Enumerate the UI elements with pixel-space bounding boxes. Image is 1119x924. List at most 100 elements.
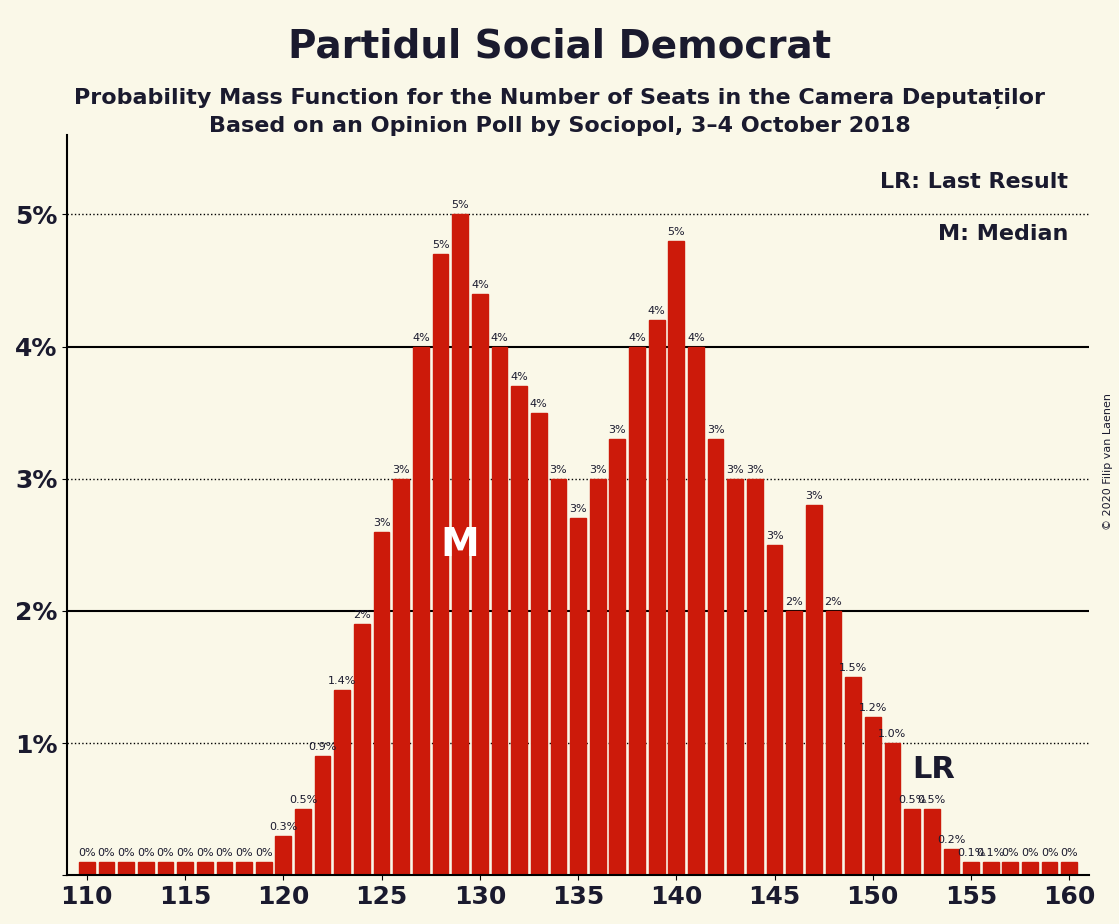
Text: 2%: 2% xyxy=(354,610,370,620)
Text: 0%: 0% xyxy=(255,848,273,858)
Text: 5%: 5% xyxy=(432,240,450,250)
Text: 0.9%: 0.9% xyxy=(309,742,337,752)
Bar xyxy=(924,809,940,875)
Text: 3%: 3% xyxy=(765,531,783,541)
Text: 3%: 3% xyxy=(726,465,744,475)
Bar xyxy=(256,862,272,875)
Text: 3%: 3% xyxy=(609,425,627,435)
Text: 0%: 0% xyxy=(1002,848,1019,858)
Bar xyxy=(217,862,233,875)
Bar xyxy=(943,849,959,875)
Text: 0%: 0% xyxy=(117,848,135,858)
Bar xyxy=(197,862,213,875)
Bar xyxy=(177,862,192,875)
Text: 4%: 4% xyxy=(687,333,705,343)
Bar xyxy=(865,717,881,875)
Bar xyxy=(236,862,252,875)
Bar xyxy=(629,346,645,875)
Bar xyxy=(1062,862,1078,875)
Text: Partidul Social Democrat: Partidul Social Democrat xyxy=(288,28,831,66)
Bar xyxy=(413,346,429,875)
Text: 4%: 4% xyxy=(648,306,666,316)
Bar xyxy=(374,531,389,875)
Bar xyxy=(590,479,605,875)
Bar xyxy=(472,294,488,875)
Bar xyxy=(826,611,841,875)
Bar xyxy=(394,479,410,875)
Bar xyxy=(138,862,153,875)
Text: 0%: 0% xyxy=(177,848,194,858)
Text: 3%: 3% xyxy=(570,505,586,515)
Bar xyxy=(433,254,449,875)
Text: 0.5%: 0.5% xyxy=(289,796,317,805)
Bar xyxy=(295,809,311,875)
Text: 3%: 3% xyxy=(805,492,822,501)
Text: 4%: 4% xyxy=(530,399,547,408)
Text: 0%: 0% xyxy=(157,848,175,858)
Bar xyxy=(571,518,586,875)
Bar xyxy=(1022,862,1037,875)
Text: © 2020 Filip van Laenen: © 2020 Filip van Laenen xyxy=(1103,394,1113,530)
Text: 0%: 0% xyxy=(235,848,253,858)
Text: 3%: 3% xyxy=(373,517,391,528)
Text: 0%: 0% xyxy=(216,848,233,858)
Bar xyxy=(1042,862,1057,875)
Bar xyxy=(727,479,743,875)
Bar xyxy=(79,862,95,875)
Text: 1.0%: 1.0% xyxy=(878,729,906,739)
Text: 0%: 0% xyxy=(196,848,214,858)
Text: 3%: 3% xyxy=(393,465,410,475)
Text: 1.2%: 1.2% xyxy=(858,703,887,712)
Text: Based on an Opinion Poll by Sociopol, 3–4 October 2018: Based on an Opinion Poll by Sociopol, 3–… xyxy=(208,116,911,136)
Text: 0.5%: 0.5% xyxy=(897,796,927,805)
Text: 0%: 0% xyxy=(78,848,96,858)
Bar xyxy=(747,479,763,875)
Text: 0%: 0% xyxy=(1022,848,1038,858)
Bar xyxy=(511,386,527,875)
Text: 4%: 4% xyxy=(490,333,508,343)
Text: 4%: 4% xyxy=(628,333,646,343)
Bar xyxy=(806,505,821,875)
Text: 4%: 4% xyxy=(471,280,489,290)
Bar xyxy=(884,743,901,875)
Text: 3%: 3% xyxy=(549,465,567,475)
Bar xyxy=(354,624,369,875)
Bar xyxy=(707,439,724,875)
Bar xyxy=(275,835,291,875)
Text: 4%: 4% xyxy=(412,333,430,343)
Text: 0.1%: 0.1% xyxy=(977,848,1005,858)
Text: M: M xyxy=(441,526,480,564)
Bar xyxy=(845,677,861,875)
Bar xyxy=(491,346,507,875)
Text: 0%: 0% xyxy=(1061,848,1078,858)
Text: 0.1%: 0.1% xyxy=(957,848,985,858)
Text: 0.2%: 0.2% xyxy=(938,835,966,845)
Text: 2%: 2% xyxy=(786,597,803,607)
Bar xyxy=(314,757,330,875)
Text: M: Median: M: Median xyxy=(938,224,1069,244)
Bar xyxy=(610,439,626,875)
Text: 3%: 3% xyxy=(746,465,763,475)
Bar xyxy=(119,862,134,875)
Bar xyxy=(1003,862,1018,875)
Bar xyxy=(649,320,665,875)
Text: 1.5%: 1.5% xyxy=(839,663,867,673)
Text: 0%: 0% xyxy=(1041,848,1059,858)
Bar xyxy=(963,862,979,875)
Text: 0%: 0% xyxy=(137,848,154,858)
Text: 0.3%: 0.3% xyxy=(270,821,298,832)
Text: LR: LR xyxy=(912,755,955,784)
Text: 3%: 3% xyxy=(707,425,724,435)
Bar xyxy=(551,479,566,875)
Text: 0.5%: 0.5% xyxy=(918,796,946,805)
Text: 2%: 2% xyxy=(825,597,843,607)
Bar xyxy=(530,413,546,875)
Bar xyxy=(668,241,684,875)
Text: Probability Mass Function for the Number of Seats in the Camera Deputaților: Probability Mass Function for the Number… xyxy=(74,88,1045,109)
Bar xyxy=(98,862,114,875)
Bar xyxy=(158,862,173,875)
Bar xyxy=(904,809,920,875)
Bar xyxy=(767,545,782,875)
Text: 5%: 5% xyxy=(668,227,685,237)
Bar xyxy=(335,690,350,875)
